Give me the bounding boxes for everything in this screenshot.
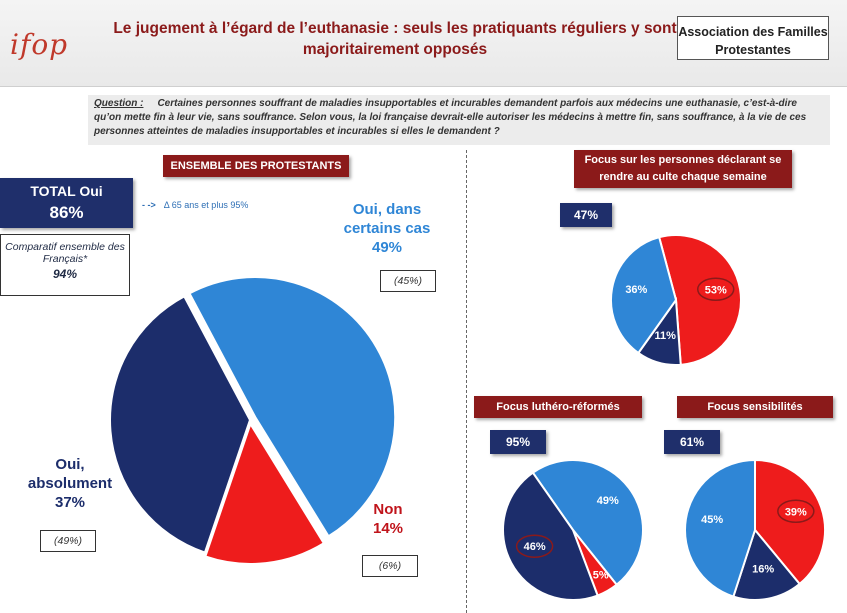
report-header: ifop Le jugement à l’égard de l’euthanas… <box>0 0 847 87</box>
focus-luthero-total: 95% <box>490 430 546 454</box>
pie1-slice-2 <box>610 235 678 355</box>
label-oui-certains-cas-text: Oui, dans certains cas <box>343 201 431 237</box>
label-oui-absolument-pct: 37% <box>54 494 86 511</box>
note-text: Δ 65 ans et plus 95% <box>163 200 249 210</box>
pie2-slice-2 <box>502 471 599 601</box>
pie2-slice-0 <box>531 459 644 587</box>
total-oui-box: TOTAL Oui 86% <box>0 178 133 228</box>
question-box: Question : Certaines personnes souffrant … <box>88 95 830 145</box>
focus-culte-tag: Focus sur les personnes déclarant se ren… <box>574 150 792 188</box>
page-title: Le jugement à l’égard de l’euthanasie : … <box>113 20 677 58</box>
pie1-label-0: 53% <box>705 284 727 296</box>
label-non: Non 14% <box>360 500 416 538</box>
pie1-highlight-ring <box>696 277 735 302</box>
cmp-oui-absolument: (49%) <box>40 530 96 552</box>
focus-luthero-tag: Focus luthéro-réformés <box>474 396 642 418</box>
pie1-label-2: 36% <box>625 284 647 296</box>
cmp-oui-certains-cas: (45%) <box>380 270 436 292</box>
label-oui-absolument-text: Oui, absolument <box>27 456 113 492</box>
pie1-label-1: 11% <box>654 330 676 342</box>
ifop-logo: ifop <box>10 28 69 61</box>
question-label: Question : <box>94 98 144 109</box>
note-arrow: - -> <box>142 200 156 210</box>
label-oui-certains-cas: Oui, dans certains cas 49% <box>328 200 446 257</box>
question-text: Certaines personnes souffrant de maladie… <box>94 98 807 137</box>
focus-sensibilites-tag: Focus sensibilités <box>677 396 833 418</box>
focus-sensibilites-total: 61% <box>664 430 720 454</box>
pie0-slice-2 <box>109 295 252 554</box>
age-note: - -> Δ 65 ans et plus 95% <box>142 200 248 210</box>
total-oui-label: TOTAL Oui <box>30 183 103 199</box>
pie2-label-0: 49% <box>597 495 619 507</box>
label-non-text: Non <box>373 501 403 518</box>
pie3-slice-2 <box>684 458 756 598</box>
total-oui-value: 86% <box>49 203 84 222</box>
pie0-slice-0 <box>188 276 397 538</box>
compare-value: 94% <box>52 267 78 281</box>
label-oui-absolument: Oui, absolument 37% <box>20 455 120 512</box>
cmp-non: (6%) <box>362 555 418 577</box>
pie2-label-2: 46% <box>524 541 546 553</box>
client-box: Association des Familles Protestantes <box>677 16 829 60</box>
pie2-label-1: 5% <box>593 570 609 582</box>
pie0-slice-1 <box>204 421 326 565</box>
main-section-tag: ENSEMBLE DES PROTESTANTS <box>163 155 349 177</box>
pie3-label-2: 45% <box>701 514 723 526</box>
label-non-pct: 14% <box>372 520 404 537</box>
compare-france-box: Comparatif ensemble des Français* 94% <box>0 234 130 296</box>
pie3-label-1: 16% <box>752 564 774 576</box>
pie3-label-0: 39% <box>785 506 807 518</box>
label-oui-certains-cas-pct: 49% <box>371 239 403 256</box>
compare-label: Comparatif ensemble des Français* <box>5 241 125 265</box>
pie2-highlight-ring <box>515 534 554 558</box>
focus-culte-total: 47% <box>560 203 612 227</box>
pie3-highlight-ring <box>777 499 815 524</box>
section-divider <box>466 150 467 613</box>
pie1-slice-0 <box>657 234 742 366</box>
